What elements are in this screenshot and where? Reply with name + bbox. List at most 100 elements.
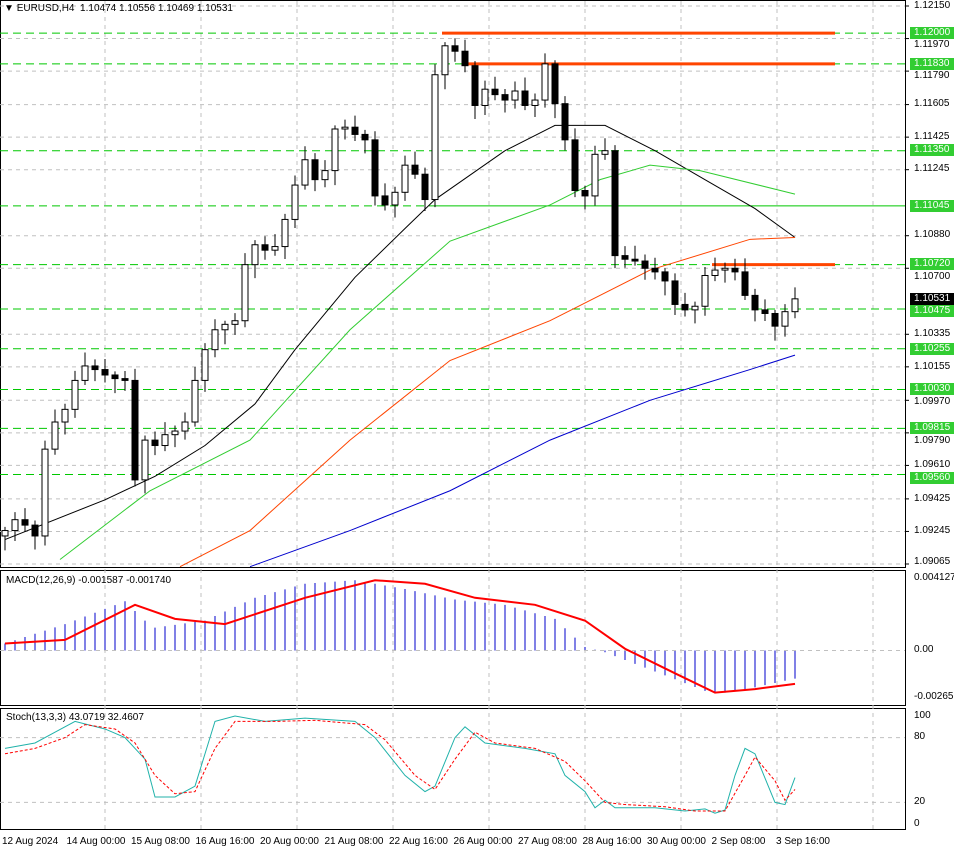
stoch-pane-frame: [0, 708, 906, 830]
level-price-tag: 1.11045: [910, 199, 954, 212]
bear-candle: [421, 173, 429, 201]
bull-candle: [71, 379, 79, 410]
bull-candle: [701, 275, 709, 307]
bull-candle: [41, 448, 49, 537]
bear-candle: [111, 374, 119, 380]
price-axis-label: 1.11605: [914, 98, 950, 110]
stoch-axis-label: 20: [914, 796, 926, 808]
time-axis-label: 14 Aug 00:00: [66, 836, 126, 847]
bear-candle: [561, 103, 569, 141]
time-axis-label: 28 Aug 16:00: [582, 836, 642, 847]
bear-candle: [651, 267, 659, 273]
bull-candle: [711, 269, 719, 277]
bull-candle: [51, 421, 59, 450]
bear-candle: [661, 271, 669, 282]
bull-candle: [231, 320, 239, 325]
bear-candle: [741, 271, 749, 296]
level-price-tag: 1.12000: [910, 26, 954, 39]
bull-candle: [191, 379, 199, 423]
price-axis-label: 1.10335: [914, 328, 951, 340]
bear-candle: [21, 519, 29, 526]
bull-candle: [331, 128, 339, 172]
bear-candle: [521, 90, 529, 106]
bear-candle: [381, 195, 389, 206]
macd-axis-label: -0.00265: [914, 690, 954, 702]
moving-average-line: [179, 237, 796, 568]
bull-candle: [161, 434, 169, 447]
bear-candle: [311, 159, 319, 181]
bear-candle: [351, 126, 359, 135]
bear-candle: [501, 94, 509, 101]
bull-candle: [1, 530, 9, 537]
level-price-tag: 1.11350: [910, 144, 954, 157]
bear-candle: [151, 439, 159, 447]
bear-candle: [131, 379, 139, 481]
bear-candle: [461, 50, 469, 67]
price-axis-label: 1.11970: [914, 39, 950, 51]
bear-candle: [761, 309, 769, 314]
bull-candle: [281, 218, 289, 248]
price-axis-label: 1.09425: [914, 492, 951, 504]
bull-candle: [181, 421, 189, 432]
price-axis-label: 1.10700: [914, 270, 951, 282]
stoch-axis-label: 100: [914, 709, 931, 721]
bull-candle: [341, 126, 349, 130]
bull-candle: [481, 88, 489, 106]
bull-candle: [531, 99, 539, 106]
time-axis-label: 20 Aug 00:00: [260, 836, 319, 847]
moving-average-line: [59, 164, 796, 560]
price-axis-label: 1.09245: [914, 525, 951, 537]
stoch-axis-label: 0: [914, 817, 920, 829]
bull-candle: [11, 519, 19, 532]
bull-candle: [141, 439, 149, 481]
bull-candle: [431, 74, 439, 201]
bear-candle: [91, 365, 99, 371]
bear-candle: [451, 45, 459, 52]
bull-candle: [791, 298, 799, 313]
stoch-label: Stoch(13,3,3) 43.0719 32.4607: [6, 712, 144, 723]
bear-candle: [641, 260, 649, 269]
bear-candle: [571, 139, 579, 191]
price-axis-label: 1.10880: [914, 229, 951, 241]
bear-candle: [731, 267, 739, 273]
bull-candle: [61, 408, 69, 423]
macd-pane-frame: [0, 570, 906, 706]
level-price-tag: 1.10255: [910, 342, 954, 355]
level-price-tag: 1.09560: [910, 471, 954, 484]
moving-average-line: [4, 124, 796, 541]
bull-candle: [401, 164, 409, 193]
main-pane-frame: [0, 0, 906, 568]
bull-candle: [271, 246, 279, 251]
price-axis-label: 1.09065: [914, 555, 951, 567]
bear-candle: [261, 244, 269, 251]
time-axis-label: 12 Aug 2024: [2, 836, 59, 847]
level-price-tag: 1.11830: [910, 57, 954, 70]
level-price-tag: 1.10720: [910, 258, 954, 271]
bull-candle: [691, 305, 699, 311]
symbol-label: EURUSD,H4: [16, 3, 75, 14]
bull-candle: [721, 267, 729, 271]
bull-candle: [81, 365, 89, 381]
bull-candle: [171, 430, 179, 436]
time-axis-label: 3 Sep 16:00: [776, 836, 830, 847]
bear-candle: [771, 312, 779, 327]
time-axis-label: 30 Aug 00:00: [647, 836, 706, 847]
bear-candle: [491, 88, 499, 96]
level-price-tag: 1.09815: [910, 422, 954, 435]
price-axis-label: 1.12150: [914, 0, 951, 11]
bull-candle: [781, 311, 789, 327]
bull-candle: [301, 159, 309, 186]
moving-average-line: [249, 354, 796, 568]
time-axis-label: 16 Aug 16:00: [195, 836, 255, 847]
bear-candle: [581, 189, 589, 197]
price-axis-label: 1.09970: [914, 395, 951, 407]
price-axis-label: 1.09790: [914, 434, 951, 446]
bear-candle: [681, 303, 689, 311]
bear-candle: [671, 280, 679, 305]
current-price-tag: 1.10531: [910, 292, 954, 305]
dropdown-triangle-icon[interactable]: ▼: [4, 3, 14, 14]
macd-label: MACD(12,26,9) -0.001587 -0.001740: [6, 575, 172, 586]
macd-axis-label: 0.004127: [914, 571, 954, 583]
